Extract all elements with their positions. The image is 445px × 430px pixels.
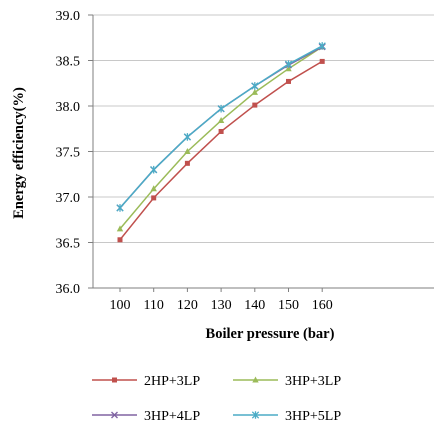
series-3hp-5lp bbox=[116, 42, 326, 212]
legend-marker bbox=[251, 411, 260, 419]
y-tick-label: 38.0 bbox=[56, 100, 81, 115]
x-tick-labels: 100 110 120 130 140 150 160 bbox=[110, 298, 333, 313]
legend-item: 3HP+5LP bbox=[233, 409, 341, 424]
y-tick-label: 37.5 bbox=[56, 146, 81, 161]
axes bbox=[88, 14, 434, 292]
legend-label: 3HP+4LP bbox=[144, 409, 200, 424]
y-tick-labels: 36.0 36.5 37.0 37.5 38.0 38.5 39.0 bbox=[56, 9, 81, 297]
y-axis-title: Energy efficiency(%) bbox=[11, 87, 27, 219]
data-point bbox=[117, 237, 123, 243]
legend-item: 2HP+3LP bbox=[92, 374, 200, 389]
series-line bbox=[119, 45, 323, 209]
x-tick-label: 130 bbox=[211, 298, 232, 313]
x-tick-label: 100 bbox=[110, 298, 131, 313]
x-tick-label: 140 bbox=[244, 298, 265, 313]
data-point bbox=[116, 204, 124, 212]
data-point bbox=[286, 78, 291, 84]
data-point bbox=[151, 195, 157, 201]
x-tick-label: 120 bbox=[177, 298, 198, 313]
data-point bbox=[217, 104, 225, 113]
legend-marker bbox=[112, 377, 117, 383]
gridlines bbox=[93, 14, 434, 289]
legend-label: 3HP+3LP bbox=[285, 374, 341, 389]
data-point bbox=[184, 160, 190, 166]
data-point bbox=[318, 42, 326, 50]
x-axis-title: Boiler pressure (bar) bbox=[206, 326, 335, 342]
data-point bbox=[284, 60, 293, 68]
data-point bbox=[184, 148, 191, 154]
data-point bbox=[217, 117, 225, 124]
data-point bbox=[319, 58, 325, 64]
data-point bbox=[251, 82, 259, 90]
legend-marker bbox=[252, 376, 259, 383]
series-line bbox=[119, 60, 323, 241]
legend-label: 3HP+5LP bbox=[285, 409, 341, 424]
y-tick-label: 38.5 bbox=[56, 55, 81, 70]
legend: 2HP+3LP 3HP+3LP 3HP+4LP 3HP+5LP bbox=[92, 374, 341, 424]
data-point bbox=[150, 165, 158, 174]
data-point bbox=[285, 65, 292, 72]
legend-label: 2HP+3LP bbox=[144, 374, 200, 389]
series-line bbox=[119, 46, 323, 209]
y-tick-label: 37.0 bbox=[56, 191, 81, 206]
data-point bbox=[252, 102, 258, 108]
series-group bbox=[116, 42, 326, 243]
series-2hp-3lp bbox=[117, 58, 325, 243]
data-point bbox=[251, 88, 258, 95]
y-tick-label: 36.0 bbox=[56, 282, 81, 297]
legend-marker bbox=[111, 411, 118, 419]
y-tick-label: 36.5 bbox=[56, 237, 81, 252]
series-3hp-3lp bbox=[116, 43, 326, 232]
y-tick-label: 39.0 bbox=[56, 9, 81, 24]
x-tick-label: 110 bbox=[143, 298, 163, 313]
series-3hp-4lp bbox=[116, 43, 326, 212]
data-point bbox=[116, 225, 124, 232]
data-point bbox=[183, 133, 192, 141]
legend-item: 3HP+3LP bbox=[233, 374, 341, 389]
x-tick-label: 160 bbox=[312, 298, 333, 313]
data-point bbox=[218, 128, 224, 134]
legend-item: 3HP+4LP bbox=[92, 409, 200, 424]
data-point bbox=[150, 185, 157, 192]
x-tick-label: 150 bbox=[278, 298, 299, 313]
